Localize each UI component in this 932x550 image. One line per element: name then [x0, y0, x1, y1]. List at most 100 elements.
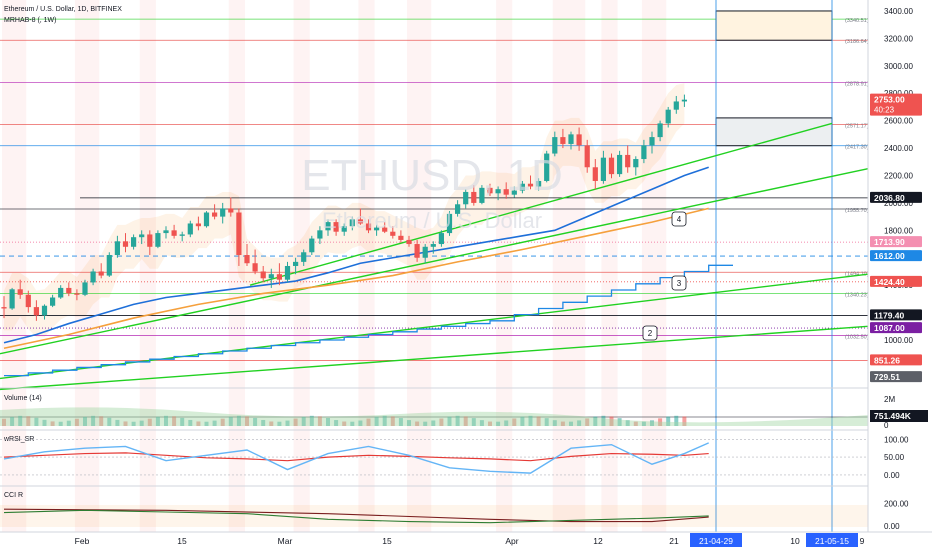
candle-body	[33, 307, 39, 316]
volume-bar	[569, 421, 573, 426]
shade-band	[496, 0, 513, 548]
volume-bar	[512, 418, 517, 426]
price-badge	[870, 191, 922, 203]
volume-bar	[407, 420, 411, 426]
volume-bar	[164, 415, 168, 426]
x-tick-label: 15	[382, 536, 392, 546]
level-label: (2417.30)	[845, 145, 869, 151]
volume-bar	[601, 415, 606, 426]
candle-body	[309, 238, 315, 253]
volume-bar	[536, 416, 541, 426]
volume-bar	[366, 418, 371, 426]
volume-bar	[2, 418, 6, 426]
cloud-band	[4, 83, 685, 338]
price-badge	[870, 371, 922, 383]
volume-bar	[99, 416, 104, 426]
candle-body	[17, 289, 23, 295]
candle-body	[463, 191, 469, 205]
volume-bar	[560, 421, 565, 426]
candle-body	[58, 287, 64, 298]
cci-line	[3, 508, 709, 523]
volume-bar	[398, 418, 403, 426]
volume-bar	[277, 421, 282, 426]
candle-body	[519, 183, 525, 191]
step-line	[4, 264, 733, 377]
cci-title: CCI R	[4, 492, 23, 499]
candle-body	[41, 305, 48, 316]
x-tick-label: Apr	[505, 536, 518, 546]
candle-body	[511, 190, 517, 195]
volume-bar	[83, 416, 87, 426]
volume-bar	[204, 421, 209, 426]
time-axis: Feb 15 Mar 15 Apr 12 21 21-04-29 10 21-05-15 9	[0, 531, 932, 550]
shade-band	[139, 0, 156, 548]
volume-bar	[374, 416, 379, 426]
level-label: (2571.17)	[845, 124, 869, 130]
watermark-symbol: ETHUSD, 1D	[301, 151, 563, 200]
volume-bar	[293, 418, 298, 426]
wave-label: 2	[648, 329, 653, 338]
indicator-line	[3, 207, 709, 350]
volume-bar	[253, 417, 258, 426]
candle-body	[552, 137, 558, 154]
candle-body	[195, 223, 201, 227]
x-tick-label: 21	[669, 536, 679, 546]
candle-body	[438, 233, 444, 245]
volume-bar	[309, 415, 314, 426]
date-badge	[690, 533, 742, 547]
candle-body	[568, 134, 574, 144]
y-tick-label: 1000.00	[884, 336, 913, 345]
candle-body	[365, 223, 372, 231]
volume-bar	[455, 415, 460, 426]
shade-band	[641, 0, 667, 548]
candle-body	[592, 167, 598, 181]
candle-body	[471, 191, 477, 203]
candle-body	[276, 274, 282, 280]
volume-bar	[212, 420, 217, 426]
candle-body	[203, 212, 210, 227]
price-badge-text: 1179.40	[874, 310, 905, 320]
candle-body	[244, 255, 250, 264]
volume-bar	[447, 416, 452, 426]
candle-body	[633, 159, 639, 168]
candle-body	[414, 244, 420, 258]
volume-bar	[674, 415, 679, 426]
candle-body	[641, 145, 647, 160]
candle-body	[317, 230, 323, 239]
volume-bar	[658, 418, 663, 426]
wave-label-box	[642, 325, 658, 341]
trend-line	[0, 167, 869, 355]
candle-body	[390, 231, 396, 236]
volume-area	[0, 407, 868, 426]
volume-bar	[261, 419, 266, 426]
volume-bar	[423, 421, 428, 426]
price-badge	[870, 275, 922, 287]
y-tick-label: 2000.00	[884, 199, 913, 208]
volume-bar	[123, 421, 128, 426]
candles	[1, 94, 687, 321]
volume-bar	[415, 421, 420, 426]
candle-body	[527, 183, 534, 187]
volume-bar	[520, 416, 525, 426]
shade-band	[228, 0, 245, 548]
candle-body	[187, 223, 193, 235]
candle-body	[357, 219, 363, 224]
rsi-tick: 50.00	[884, 453, 905, 462]
indicator-line	[3, 166, 709, 344]
candle-body	[228, 208, 234, 213]
candle-body	[657, 123, 663, 138]
wave-label-box	[671, 275, 687, 291]
volume-bar	[58, 421, 63, 426]
volume-bar	[350, 421, 355, 426]
volume-bar	[585, 418, 590, 426]
candle-body	[179, 234, 185, 236]
wave-label: 4	[677, 215, 682, 224]
volume-bar	[439, 418, 444, 426]
candle-body	[220, 208, 226, 217]
volume-bar	[358, 420, 363, 426]
candle-body	[171, 230, 177, 236]
price-badge-countdown: 40:23	[874, 106, 895, 115]
trend-line	[0, 325, 869, 391]
candle-body	[236, 212, 242, 256]
